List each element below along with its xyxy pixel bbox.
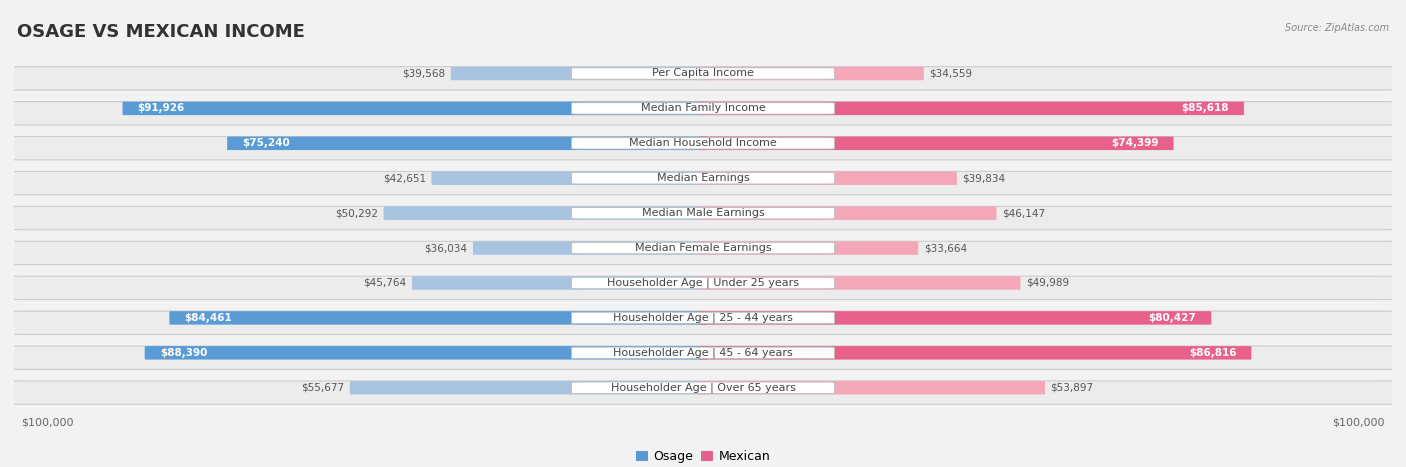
Text: Householder Age | 25 - 44 years: Householder Age | 25 - 44 years — [613, 313, 793, 323]
Text: $49,989: $49,989 — [1026, 278, 1069, 288]
Text: $80,427: $80,427 — [1149, 313, 1197, 323]
FancyBboxPatch shape — [699, 102, 1244, 115]
FancyBboxPatch shape — [4, 102, 1402, 125]
FancyBboxPatch shape — [699, 136, 1174, 150]
FancyBboxPatch shape — [571, 138, 835, 149]
Text: $85,618: $85,618 — [1181, 103, 1229, 113]
Text: Median Female Earnings: Median Female Earnings — [634, 243, 772, 253]
Text: Source: ZipAtlas.com: Source: ZipAtlas.com — [1285, 23, 1389, 33]
Text: OSAGE VS MEXICAN INCOME: OSAGE VS MEXICAN INCOME — [17, 23, 305, 42]
FancyBboxPatch shape — [412, 276, 707, 290]
Text: Householder Age | Under 25 years: Householder Age | Under 25 years — [607, 278, 799, 288]
FancyBboxPatch shape — [451, 67, 707, 80]
Text: $53,897: $53,897 — [1050, 383, 1094, 393]
FancyBboxPatch shape — [4, 241, 1402, 265]
FancyBboxPatch shape — [571, 172, 835, 184]
FancyBboxPatch shape — [699, 276, 1021, 290]
Text: Median Earnings: Median Earnings — [657, 173, 749, 183]
FancyBboxPatch shape — [4, 381, 1402, 404]
Text: $46,147: $46,147 — [1002, 208, 1045, 218]
Text: Per Capita Income: Per Capita Income — [652, 69, 754, 78]
FancyBboxPatch shape — [384, 206, 707, 220]
FancyBboxPatch shape — [169, 311, 707, 325]
Text: $39,568: $39,568 — [402, 69, 446, 78]
Text: $45,764: $45,764 — [363, 278, 406, 288]
Text: $42,651: $42,651 — [382, 173, 426, 183]
Text: Median Male Earnings: Median Male Earnings — [641, 208, 765, 218]
Text: $39,834: $39,834 — [962, 173, 1005, 183]
FancyBboxPatch shape — [571, 242, 835, 254]
FancyBboxPatch shape — [699, 171, 957, 185]
Text: Householder Age | Over 65 years: Householder Age | Over 65 years — [610, 382, 796, 393]
Text: $91,926: $91,926 — [138, 103, 186, 113]
FancyBboxPatch shape — [4, 311, 1402, 334]
FancyBboxPatch shape — [4, 136, 1402, 160]
FancyBboxPatch shape — [571, 68, 835, 79]
Text: $36,034: $36,034 — [425, 243, 467, 253]
Text: $88,390: $88,390 — [160, 348, 207, 358]
FancyBboxPatch shape — [4, 206, 1402, 230]
FancyBboxPatch shape — [228, 136, 707, 150]
Text: $74,399: $74,399 — [1111, 138, 1159, 149]
FancyBboxPatch shape — [472, 241, 707, 255]
FancyBboxPatch shape — [699, 346, 1251, 360]
FancyBboxPatch shape — [4, 346, 1402, 369]
Text: $75,240: $75,240 — [242, 138, 290, 149]
Text: $55,677: $55,677 — [301, 383, 344, 393]
FancyBboxPatch shape — [350, 381, 707, 395]
Text: Median Household Income: Median Household Income — [628, 138, 778, 149]
FancyBboxPatch shape — [571, 103, 835, 114]
Text: Householder Age | 45 - 64 years: Householder Age | 45 - 64 years — [613, 347, 793, 358]
FancyBboxPatch shape — [571, 347, 835, 359]
Text: Median Family Income: Median Family Income — [641, 103, 765, 113]
FancyBboxPatch shape — [432, 171, 707, 185]
FancyBboxPatch shape — [699, 241, 918, 255]
FancyBboxPatch shape — [699, 311, 1212, 325]
Text: $34,559: $34,559 — [929, 69, 973, 78]
FancyBboxPatch shape — [145, 346, 707, 360]
FancyBboxPatch shape — [4, 67, 1402, 90]
FancyBboxPatch shape — [699, 381, 1045, 395]
FancyBboxPatch shape — [699, 67, 924, 80]
Text: $86,816: $86,816 — [1188, 348, 1236, 358]
FancyBboxPatch shape — [571, 207, 835, 219]
Text: $100,000: $100,000 — [1333, 417, 1385, 428]
FancyBboxPatch shape — [122, 102, 707, 115]
Text: $84,461: $84,461 — [184, 313, 232, 323]
Text: $50,292: $50,292 — [335, 208, 378, 218]
Text: $33,664: $33,664 — [924, 243, 967, 253]
FancyBboxPatch shape — [4, 276, 1402, 299]
FancyBboxPatch shape — [571, 312, 835, 324]
FancyBboxPatch shape — [571, 277, 835, 289]
Text: $100,000: $100,000 — [21, 417, 73, 428]
Legend: Osage, Mexican: Osage, Mexican — [631, 445, 775, 467]
FancyBboxPatch shape — [571, 382, 835, 394]
FancyBboxPatch shape — [4, 171, 1402, 195]
FancyBboxPatch shape — [699, 206, 997, 220]
